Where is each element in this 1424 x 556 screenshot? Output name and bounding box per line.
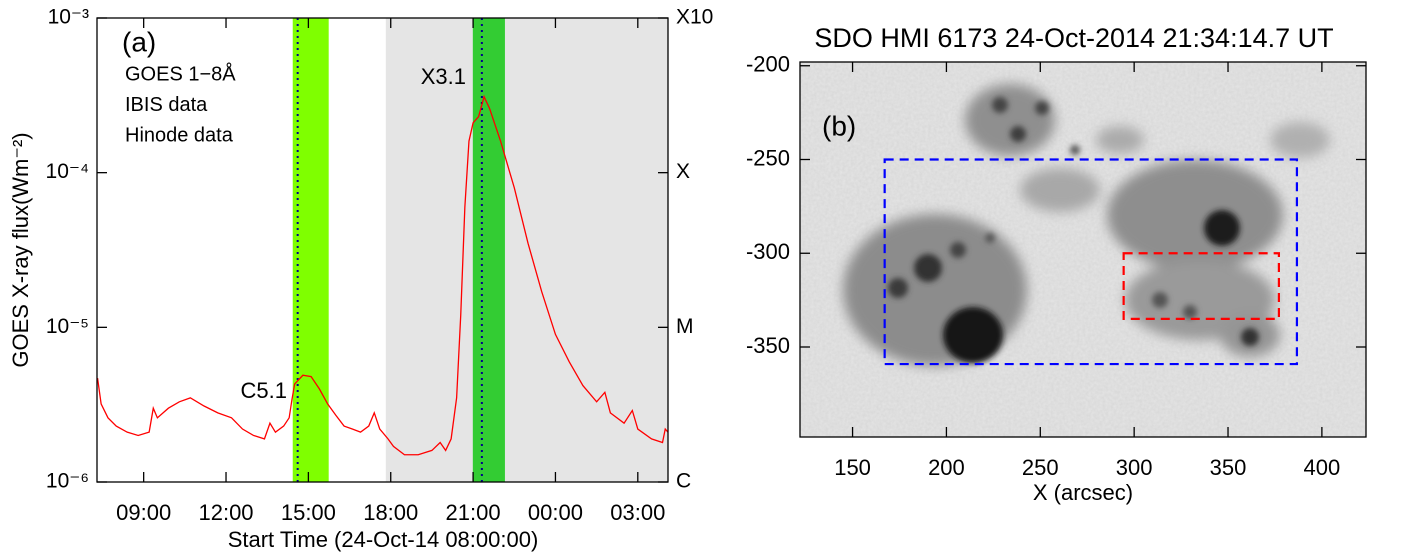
flare-annotation: X3.1	[421, 64, 466, 89]
y-tick-label: 10⁻⁴	[46, 160, 89, 183]
x-tick-label: 12:00	[198, 500, 253, 525]
flux-line	[96, 94, 669, 456]
legend-entry: Hinode data	[125, 124, 234, 146]
x-tick-label: 350	[1210, 455, 1247, 480]
panel-label: (b)	[822, 110, 856, 141]
data-span	[292, 18, 329, 482]
y2-tick-label: X10	[676, 6, 713, 29]
region-box	[1122, 252, 1280, 320]
hmi-image	[800, 62, 1366, 437]
penumbrae	[843, 84, 1330, 366]
y-tick-label: -250	[746, 145, 790, 170]
y-tick-label: 10⁻³	[48, 6, 89, 29]
y2-tick-label: C	[676, 470, 691, 493]
x-axis-label: Start Time (24-Oct-14 08:00:00)	[228, 527, 539, 552]
x-tick-label: 300	[1116, 455, 1153, 480]
x-tick-label: 15:00	[281, 500, 336, 525]
plot-frame	[96, 17, 669, 483]
x-tick-label: 400	[1304, 455, 1341, 480]
x-tick-label: 00:00	[528, 500, 583, 525]
legend-entry: IBIS data	[125, 94, 208, 116]
data-span	[472, 18, 505, 482]
y-tick-label: -350	[746, 333, 790, 358]
legend-entry: GOES 1−8Å	[125, 62, 236, 85]
x-tick-label: 150	[834, 455, 871, 480]
data-span	[385, 18, 668, 482]
region-box	[883, 158, 1299, 366]
y-axis-label: GOES X-ray flux(Wm⁻²)	[8, 132, 33, 367]
x-tick-label: 09:00	[116, 500, 171, 525]
plot-frame	[799, 61, 1367, 438]
chart-title: SDO HMI 6173 24-Oct-2014 21:34:14.7 UT	[814, 23, 1333, 53]
y2-tick-label: X	[676, 160, 690, 183]
y-tick-label: 10⁻⁶	[46, 470, 89, 493]
y2-tick-label: M	[676, 315, 694, 338]
flare-annotation: C5.1	[241, 378, 287, 403]
y-tick-label: -200	[746, 52, 790, 77]
x-tick-label: 250	[1022, 455, 1059, 480]
x-tick-label: 18:00	[363, 500, 418, 525]
umbrae	[888, 97, 1259, 363]
x-axis-label: X (arcsec)	[1033, 480, 1133, 505]
x-tick-label: 21:00	[446, 500, 501, 525]
x-tick-label: 03:00	[610, 500, 665, 525]
panel-label: (a)	[122, 26, 156, 57]
x-tick-label: 200	[928, 455, 965, 480]
y-tick-label: -300	[746, 239, 790, 264]
y-tick-label: 10⁻⁵	[46, 315, 89, 338]
